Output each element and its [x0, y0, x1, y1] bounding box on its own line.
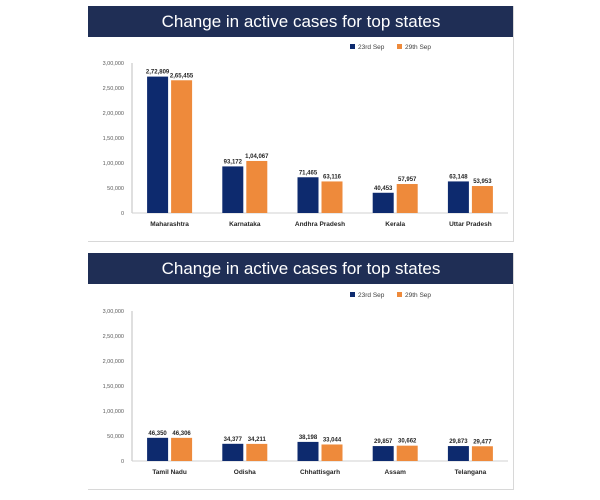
data-label: 2,65,455: [170, 73, 194, 79]
category-label: Telangana: [455, 469, 487, 476]
data-label: 40,453: [374, 186, 393, 192]
y-tick-label: 0: [121, 459, 124, 465]
legend-swatch: [397, 292, 402, 297]
legend-label: 23rd Sep: [358, 292, 385, 299]
legend-swatch: [350, 44, 355, 49]
y-tick-label: 2,50,000: [103, 86, 124, 92]
bar: [297, 441, 319, 461]
data-label: 29,477: [473, 439, 492, 445]
data-label: 93,172: [224, 159, 243, 165]
y-tick-label: 0: [121, 211, 124, 217]
bar: [297, 177, 319, 213]
data-label: 1,04,067: [245, 154, 269, 160]
category-label: Odisha: [234, 469, 256, 476]
data-label: 34,211: [248, 437, 267, 443]
legend-label: 23rd Sep: [358, 44, 385, 51]
chart-title: Change in active cases for top states: [88, 253, 514, 284]
legend-swatch: [397, 44, 402, 49]
legend-swatch: [350, 292, 355, 297]
y-tick-label: 1,00,000: [103, 409, 124, 415]
data-label: 63,116: [323, 174, 342, 180]
category-label: Tamil Nadu: [152, 469, 187, 476]
y-tick-label: 50,000: [107, 434, 124, 440]
bar: [321, 181, 343, 213]
bar: [246, 443, 268, 461]
data-label: 63,148: [449, 174, 468, 180]
bar: [372, 192, 394, 213]
data-label: 33,044: [323, 437, 342, 443]
chart-panel-bottom: Change in active cases for top states 0 5…: [88, 253, 514, 490]
bar: [447, 446, 469, 461]
bar: [246, 160, 268, 213]
category-label: Kerala: [385, 221, 405, 228]
legend-label: 29th Sep: [405, 292, 431, 299]
y-tick-label: 3,00,000: [103, 309, 124, 315]
bar: [222, 443, 244, 461]
y-tick-label: 3,00,000: [103, 61, 124, 67]
y-tick-label: 1,50,000: [103, 136, 124, 142]
data-label: 38,198: [299, 435, 318, 441]
bar: [171, 80, 193, 214]
data-label: 57,957: [398, 177, 417, 183]
category-label: Maharashtra: [150, 221, 189, 228]
bar: [171, 437, 193, 461]
category-label: Uttar Pradesh: [449, 221, 492, 228]
y-tick-label: 1,00,000: [103, 161, 124, 167]
data-label: 71,465: [299, 170, 318, 176]
category-label: Andhra Pradesh: [295, 221, 345, 228]
y-tick-label: 1,50,000: [103, 384, 124, 390]
legend-label: 29th Sep: [405, 44, 431, 51]
data-label: 2,72,809: [146, 70, 170, 76]
y-tick-label: 2,00,000: [103, 359, 124, 365]
bar: [147, 76, 169, 213]
bar: [447, 181, 469, 213]
data-label: 30,662: [398, 439, 417, 445]
data-label: 29,873: [449, 439, 468, 445]
bar: [471, 186, 493, 213]
bar: [471, 446, 493, 461]
bar: [372, 446, 394, 461]
y-tick-label: 2,50,000: [103, 334, 124, 340]
data-label: 34,377: [224, 437, 243, 443]
data-label: 46,306: [172, 431, 191, 437]
bar: [222, 166, 244, 213]
bar-chart-top: 0 50,000 1,00,000 1,50,000 2,00,000 2,50,000 3…: [103, 44, 508, 228]
legend: 23rd Sep 29th Sep: [350, 292, 431, 299]
bar: [396, 445, 418, 461]
chart-title: Change in active cases for top states: [88, 6, 514, 37]
bar: [396, 184, 418, 213]
data-label: 29,857: [374, 439, 393, 445]
category-label: Chhattisgarh: [300, 469, 340, 476]
legend: 23rd Sep 29th Sep: [350, 44, 431, 51]
bar: [321, 444, 343, 461]
y-tick-label: 2,00,000: [103, 111, 124, 117]
data-label: 53,953: [473, 179, 492, 185]
y-tick-label: 50,000: [107, 186, 124, 192]
bar-chart-bottom: 0 50,000 1,00,000 1,50,000 2,00,000 2,50,000 3…: [103, 292, 508, 476]
chart-panel-top: Change in active cases for top states 0 5…: [88, 6, 514, 242]
data-label: 46,350: [148, 431, 167, 437]
category-label: Karnataka: [229, 221, 261, 228]
bar: [147, 437, 169, 461]
category-label: Assam: [385, 469, 407, 476]
